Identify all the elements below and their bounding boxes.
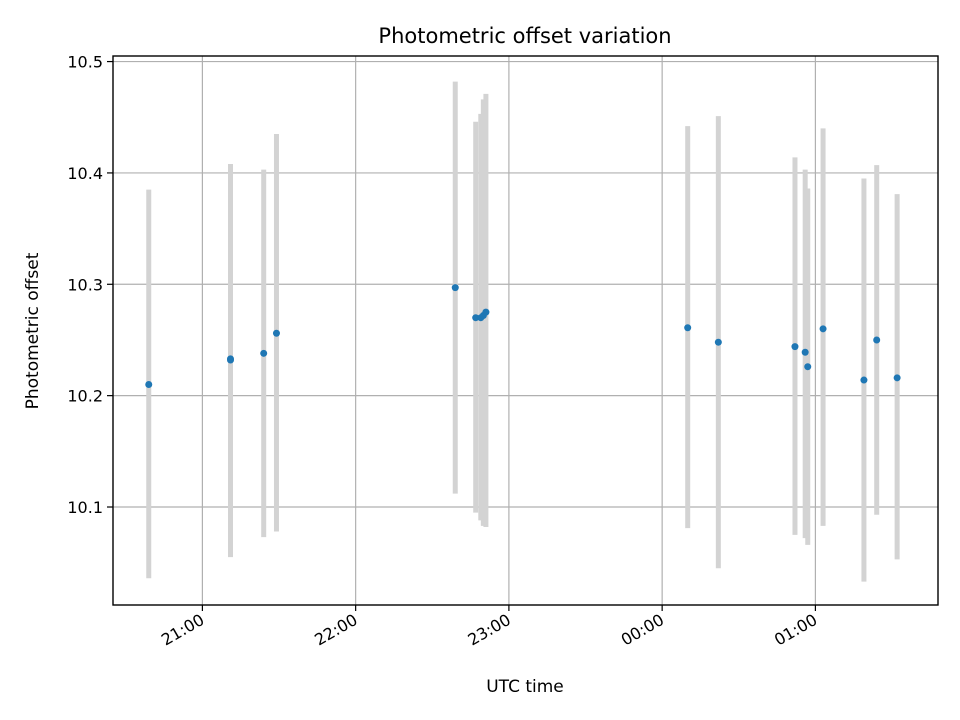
data-point — [482, 308, 490, 316]
data-point — [893, 374, 901, 382]
y-axis-label: Photometric offset — [23, 252, 43, 409]
data-point — [819, 325, 827, 333]
y-tick-label: 10.4 — [67, 164, 103, 183]
data-point — [472, 314, 480, 322]
x-axis-label: UTC time — [486, 677, 564, 697]
data-point — [684, 324, 692, 332]
grid — [113, 56, 938, 605]
data-point — [804, 363, 812, 371]
data-point — [451, 284, 459, 292]
y-tick-label: 10.2 — [67, 387, 103, 406]
data-point — [791, 343, 799, 351]
data-point — [226, 356, 234, 364]
data-point — [272, 329, 280, 337]
plot-frame — [112, 55, 939, 606]
data-point — [714, 338, 722, 346]
data-points — [145, 284, 901, 389]
y-tick-label: 10.1 — [67, 498, 103, 517]
data-point — [145, 381, 153, 389]
data-point — [801, 348, 809, 356]
chart-title: Photometric offset variation — [378, 24, 671, 48]
data-point — [873, 336, 881, 344]
y-tick-label: 10.3 — [67, 275, 103, 294]
y-tick-label: 10.5 — [67, 53, 103, 72]
data-point — [260, 349, 268, 357]
data-point — [860, 376, 868, 384]
